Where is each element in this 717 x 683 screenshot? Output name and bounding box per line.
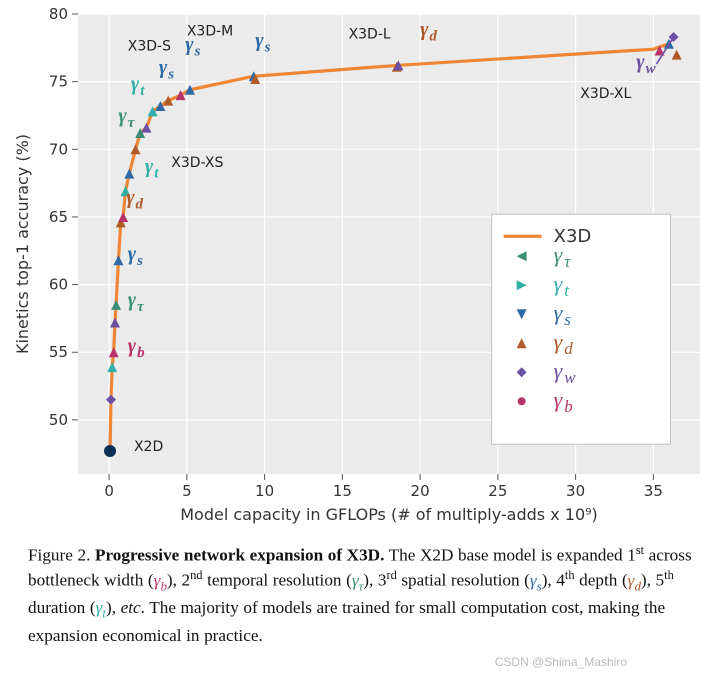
svg-text:0: 0 bbox=[104, 482, 114, 500]
cap-gb: γb bbox=[154, 571, 167, 590]
svg-text:55: 55 bbox=[49, 343, 68, 361]
svg-text:Model capacity in GFLOPs (# of: Model capacity in GFLOPs (# of multiply-… bbox=[180, 505, 598, 524]
cap-sup-th1: th bbox=[565, 568, 575, 582]
cap-p11: ), bbox=[106, 598, 121, 617]
svg-text:25: 25 bbox=[488, 482, 507, 500]
svg-text:30: 30 bbox=[566, 482, 585, 500]
caption-figlabel: Figure 2. bbox=[28, 546, 90, 565]
cap-p10: duration ( bbox=[28, 598, 96, 617]
cap-sup-rd: rd bbox=[386, 568, 396, 582]
cap-p6: spatial resolution ( bbox=[397, 571, 530, 590]
cap-p9: ), 5 bbox=[641, 571, 664, 590]
figure-caption: Figure 2. Progressive network expansion … bbox=[28, 542, 692, 647]
figure-wrap: 0 5 10 15 20 25 30 35 50 55 60 65 70 75 80 Model capaci… bbox=[0, 0, 717, 683]
chart-svg: 0 5 10 15 20 25 30 35 50 55 60 65 70 75 80 Model capaci… bbox=[0, 0, 717, 540]
svg-text:70: 70 bbox=[49, 140, 68, 158]
svg-text:60: 60 bbox=[49, 276, 68, 294]
svg-text:X2D: X2D bbox=[134, 439, 163, 455]
svg-text:10: 10 bbox=[255, 482, 274, 500]
svg-text:50: 50 bbox=[49, 411, 68, 429]
cap-etc: etc bbox=[121, 598, 141, 617]
watermark: CSDN @Shiina_Mashiro bbox=[495, 655, 627, 669]
svg-text:X3D-XL: X3D-XL bbox=[580, 86, 631, 102]
caption-title: Progressive network expansion of X3D. bbox=[95, 546, 384, 565]
svg-text:35: 35 bbox=[644, 482, 663, 500]
svg-text:80: 80 bbox=[49, 5, 68, 23]
cap-gt: γt bbox=[96, 598, 106, 617]
cap-p4: temporal resolution ( bbox=[202, 571, 351, 590]
svg-text:75: 75 bbox=[49, 73, 68, 91]
cap-sup-nd: nd bbox=[190, 568, 202, 582]
cap-p5: ), 3 bbox=[363, 571, 386, 590]
svg-text:Kinetics top-1 accuracy (%): Kinetics top-1 accuracy (%) bbox=[13, 134, 32, 354]
svg-text:X3D-L: X3D-L bbox=[349, 26, 391, 42]
svg-text:20: 20 bbox=[411, 482, 430, 500]
cap-sup-th2: th bbox=[664, 568, 674, 582]
cap-gd: γd bbox=[628, 571, 641, 590]
svg-text:X3D-XS: X3D-XS bbox=[171, 155, 223, 171]
cap-gtau: γτ bbox=[352, 571, 363, 590]
svg-text:X3D-S: X3D-S bbox=[128, 39, 171, 55]
svg-text:X3D-M: X3D-M bbox=[187, 24, 233, 40]
cap-sup-st: st bbox=[636, 543, 644, 557]
cap-p7: ), 4 bbox=[542, 571, 565, 590]
cap-p1: The X2D base model is expanded 1 bbox=[384, 546, 635, 565]
cap-p8: depth ( bbox=[575, 571, 628, 590]
cap-gs: γs bbox=[530, 571, 542, 590]
svg-text:65: 65 bbox=[49, 208, 68, 226]
cap-p3: ), 2 bbox=[167, 571, 190, 590]
svg-text:15: 15 bbox=[333, 482, 352, 500]
svg-text:5: 5 bbox=[182, 482, 192, 500]
